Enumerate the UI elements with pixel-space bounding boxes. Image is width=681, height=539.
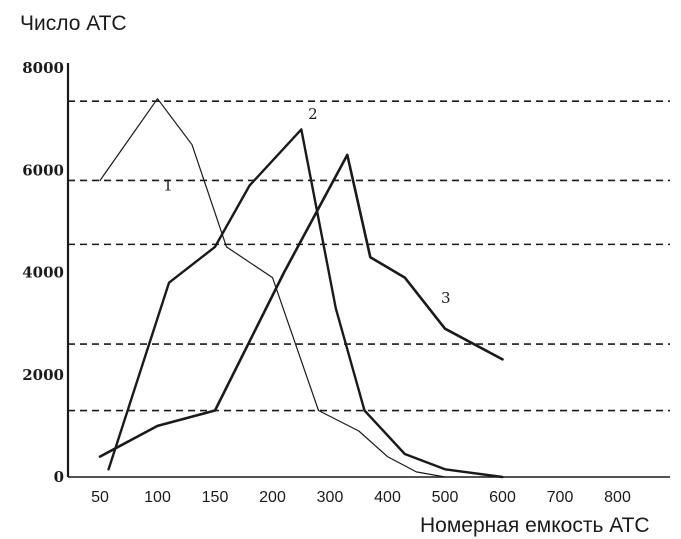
- grid-lines: [68, 100, 670, 412]
- x-tick-label: 50: [91, 489, 109, 506]
- series-lines: 1 2 3: [98, 98, 504, 479]
- series-2-line: [107, 128, 504, 479]
- x-tick-label: 600: [489, 489, 516, 506]
- series-3-label: 3: [441, 289, 451, 307]
- y-tick-label: 0: [54, 468, 64, 486]
- x-tick-label: 100: [144, 489, 171, 506]
- y-tick-label: 6000: [22, 161, 64, 179]
- y-axis-title: Число АТС: [20, 12, 127, 35]
- x-tick-label: 700: [547, 489, 574, 506]
- x-tick-label: 800: [604, 489, 631, 506]
- x-axis-title: Номерная емкость АТС: [420, 514, 650, 537]
- y-tick-labels: 0 2000 4000 6000 8000: [22, 59, 64, 486]
- series-1-label: 1: [163, 177, 173, 195]
- x-tick-label: 500: [432, 489, 459, 506]
- series-3-line: [98, 153, 504, 458]
- x-tick-labels: 50 100 150 200 300 400 500 600 700 800: [91, 489, 631, 506]
- y-tick-label: 2000: [22, 366, 64, 384]
- x-tick-label: 200: [259, 489, 286, 506]
- series-2-label: 2: [308, 105, 318, 123]
- series-1-line: [99, 98, 446, 478]
- y-tick-label: 4000: [22, 264, 64, 282]
- x-tick-label: 300: [317, 489, 344, 506]
- y-tick-label: 8000: [22, 59, 64, 77]
- x-tick-label: 150: [202, 489, 229, 506]
- x-tick-label: 400: [374, 489, 401, 506]
